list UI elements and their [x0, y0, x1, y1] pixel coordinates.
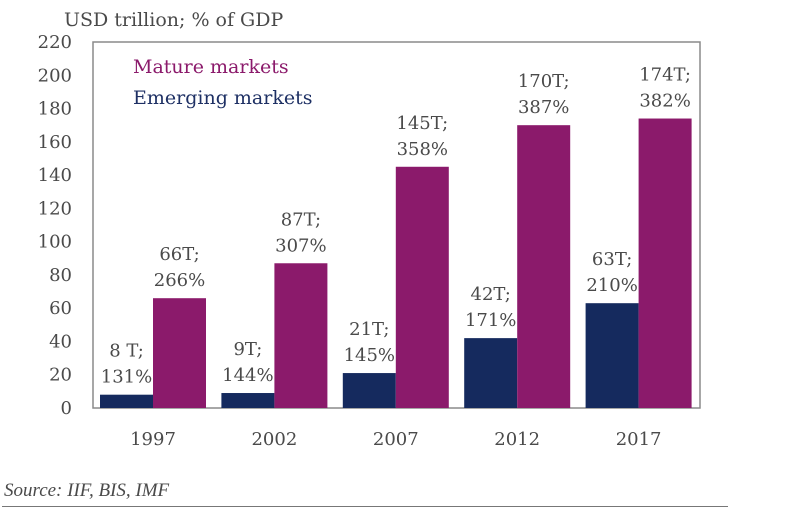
bars	[100, 118, 692, 408]
x-axis: 1997 2002 2007 2012 2017	[130, 429, 661, 450]
data-label-percent: 358%	[397, 139, 448, 160]
source-note: Source: IIF, BIS, IMF	[4, 480, 170, 501]
x-tick-label: 2002	[251, 429, 297, 450]
data-label-value: 8 T;	[109, 341, 144, 362]
y-tick-label: 220	[38, 32, 72, 53]
data-label-percent: 210%	[586, 275, 637, 296]
y-tick-label: 200	[38, 65, 72, 86]
bar-mature-2012	[517, 125, 571, 408]
data-label-percent: 131%	[101, 367, 152, 388]
y-tick-label: 0	[61, 398, 72, 419]
data-label-value: 63T;	[592, 249, 632, 270]
data-label-percent: 145%	[344, 345, 395, 366]
data-label-value: 21T;	[349, 319, 389, 340]
data-label-percent: 171%	[465, 310, 516, 331]
bar-emerging-2017	[585, 303, 639, 408]
source-divider	[2, 506, 728, 507]
data-label-value: 174T;	[639, 65, 691, 86]
y-tick-label: 160	[38, 132, 72, 153]
data-label-value: 87T;	[281, 209, 321, 230]
data-label-value: 145T;	[396, 113, 448, 134]
y-tick-label: 120	[38, 198, 72, 219]
bar-mature-2017	[638, 118, 692, 408]
data-label-value: 66T;	[159, 244, 199, 265]
y-tick-label: 140	[38, 165, 72, 186]
y-tick-label: 100	[38, 232, 72, 253]
bar-emerging-1997	[100, 394, 153, 408]
data-label-value: 42T;	[471, 284, 511, 305]
data-label-percent: 266%	[154, 270, 205, 291]
x-tick-label: 1997	[130, 429, 176, 450]
data-label-percent: 382%	[639, 91, 690, 112]
y-tick-label: 40	[49, 331, 72, 352]
y-tick-label: 20	[49, 365, 72, 386]
y-axis: 0 20 40 60 80 100 120 140 160 180 200 220	[38, 32, 72, 419]
bar-mature-2007	[395, 166, 449, 408]
bar-emerging-2007	[342, 373, 396, 408]
data-label-percent: 387%	[518, 97, 569, 118]
data-label-percent: 144%	[222, 365, 273, 386]
legend-emerging-markets: Emerging markets	[133, 87, 313, 109]
bar-mature-2002	[274, 263, 328, 408]
y-tick-label: 80	[49, 265, 72, 286]
unit-label: USD trillion; % of GDP	[64, 9, 284, 31]
data-label-value: 9T;	[233, 339, 262, 360]
legend-mature-markets: Mature markets	[133, 56, 289, 78]
y-tick-label: 180	[38, 99, 72, 120]
x-tick-label: 2012	[494, 429, 540, 450]
data-label-percent: 307%	[275, 235, 326, 256]
x-tick-label: 2017	[616, 429, 662, 450]
bar-mature-1997	[153, 298, 206, 408]
x-tick-label: 2007	[373, 429, 419, 450]
bar-emerging-2012	[464, 338, 518, 408]
bar-emerging-2002	[221, 393, 275, 408]
data-label-value: 170T;	[518, 71, 570, 92]
y-tick-label: 60	[49, 298, 72, 319]
data-labels: 8 T; 131% 66T; 266% 9T; 144% 87T; 307% 21T; 145% 1…	[101, 65, 691, 388]
